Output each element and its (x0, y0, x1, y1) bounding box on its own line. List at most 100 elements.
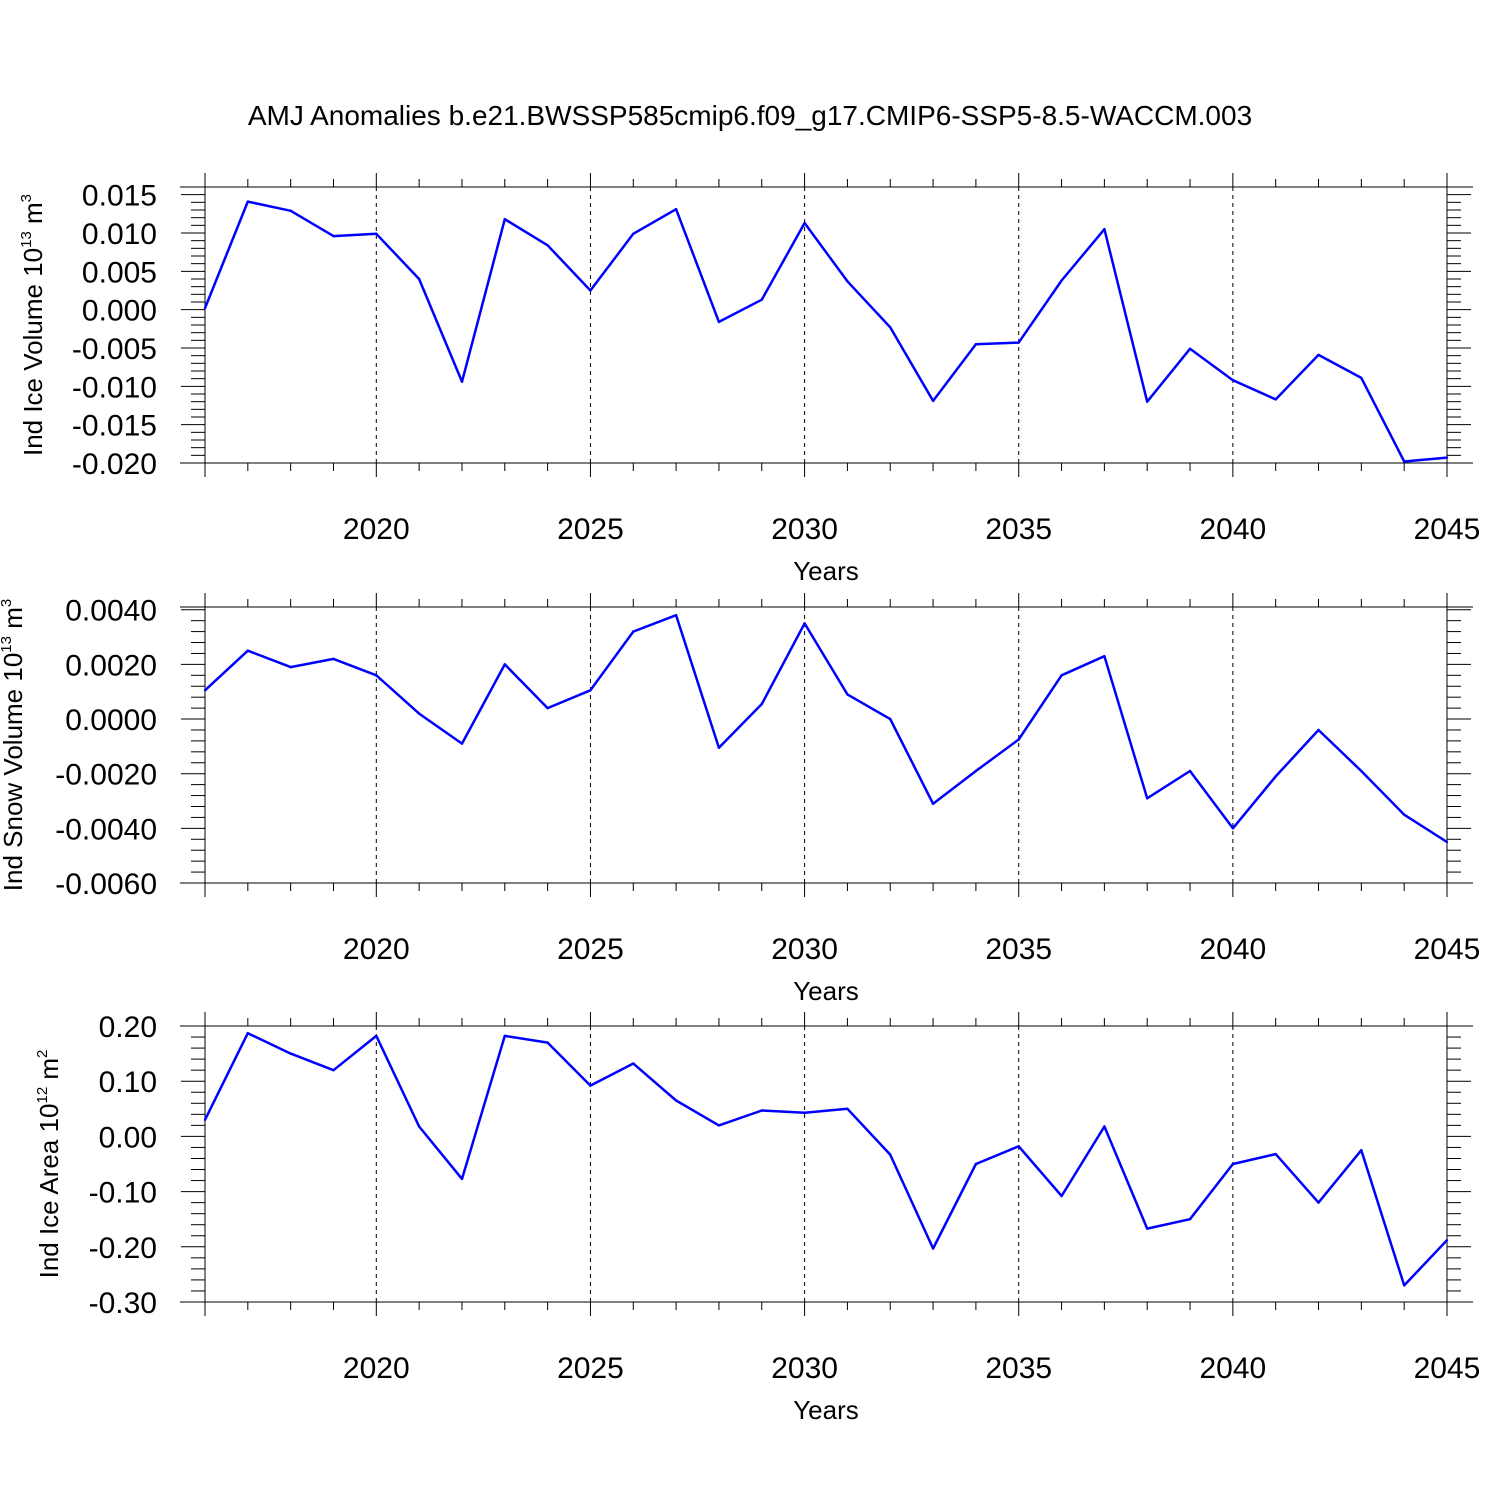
y-tick-label: 0.0000 (65, 704, 157, 737)
y-tick-label: -0.0060 (55, 868, 157, 901)
data-point (246, 649, 250, 652)
data-point (1231, 1162, 1235, 1166)
data-point (931, 399, 935, 403)
data-point (931, 1247, 935, 1250)
data-point (1103, 1125, 1106, 1128)
data-point (1274, 398, 1277, 401)
data-point (674, 613, 678, 617)
data-point (1445, 1238, 1449, 1242)
data-point (1402, 460, 1406, 463)
y-tick-label: -0.010 (72, 371, 157, 404)
data-point (589, 289, 592, 292)
y-tick-label: -0.20 (89, 1232, 157, 1265)
figure-title: AMJ Anomalies b.e21.BWSSP585cmip6.f09_g1… (248, 100, 1252, 131)
data-point (974, 769, 978, 773)
x-tick-label: 2035 (985, 513, 1052, 546)
x-tick-label: 2045 (1414, 933, 1481, 966)
data-point (289, 1052, 292, 1055)
data-point (1103, 227, 1106, 231)
x-tick-label: 2045 (1414, 1352, 1481, 1385)
data-point (589, 689, 592, 692)
data-point (1060, 279, 1063, 282)
data-point (246, 200, 250, 203)
data-point (1231, 827, 1235, 830)
y-tick-label: 0.015 (82, 180, 157, 213)
data-point (289, 209, 292, 212)
data-point (889, 326, 892, 329)
data-point (674, 1099, 678, 1102)
y-tick-label: 0.0040 (65, 595, 157, 628)
series-line (203, 200, 1448, 463)
data-point (375, 674, 378, 677)
data-point (1360, 376, 1363, 380)
data-point (1360, 769, 1363, 773)
data-point (632, 232, 635, 235)
x-tick-label: 2040 (1199, 513, 1266, 546)
x-tick-label: 2025 (557, 933, 624, 966)
data-point (760, 1109, 763, 1112)
y-tick-label: -0.020 (72, 448, 157, 481)
data-point (332, 234, 335, 238)
data-point (717, 1124, 721, 1127)
data-point (246, 1031, 250, 1035)
x-tick-label: 2020 (343, 933, 410, 966)
data-point (460, 1177, 464, 1181)
panel-1: -0.020 -0.015 -0.010 -0.005 0.000 0.005 0.010 0… (18, 173, 1480, 586)
data-point (503, 663, 506, 666)
series-line (204, 613, 1448, 844)
x-tick-label: 2045 (1414, 513, 1481, 546)
data-point (546, 244, 549, 247)
panel-2: -0.0060 -0.0040 -0.0020 0.0000 0.0020 0.0040 2… (0, 593, 1480, 1006)
x-tick-label: 2035 (985, 933, 1052, 966)
data-point (974, 1162, 978, 1166)
x-tick-label: 2025 (557, 513, 624, 546)
data-point (417, 1125, 421, 1128)
y-tick-label: -0.0040 (55, 813, 157, 846)
data-point (1402, 813, 1406, 816)
data-point (1402, 1284, 1406, 1287)
x-tick-label: 2030 (771, 513, 838, 546)
data-point (589, 1084, 592, 1087)
data-point (632, 630, 635, 633)
y-tick-label: -0.005 (72, 333, 157, 366)
data-point (1060, 674, 1063, 677)
y-tick-label: 0.00 (99, 1121, 157, 1154)
data-point (203, 689, 207, 692)
data-point (974, 342, 978, 346)
data-point (889, 717, 892, 721)
y-tick-label: 0.010 (82, 218, 157, 251)
data-point (846, 280, 849, 283)
data-point (846, 693, 849, 696)
data-point (1188, 347, 1192, 350)
data-point (503, 1034, 506, 1038)
x-axis-label: Years (793, 976, 859, 1006)
x-tick-label: 2025 (557, 1352, 624, 1385)
x-tick-label: 2020 (343, 1352, 410, 1385)
data-point (1017, 738, 1020, 741)
data-point (889, 1153, 892, 1156)
data-point (674, 208, 678, 211)
data-point (1188, 769, 1192, 773)
data-point (289, 665, 292, 669)
y-tick-label: 0.005 (82, 256, 157, 289)
data-point (717, 320, 721, 324)
data-point (1146, 1227, 1149, 1230)
x-tick-label: 2040 (1199, 1352, 1266, 1385)
y-tick-label: -0.0020 (55, 759, 157, 792)
y-tick-label: 0.10 (99, 1066, 157, 1099)
y-tick-label: 0.0020 (65, 649, 157, 682)
data-point (931, 802, 935, 805)
data-point (846, 1107, 849, 1111)
data-point (1274, 775, 1277, 778)
data-point (717, 746, 721, 749)
data-point (1231, 379, 1235, 382)
data-point (1103, 654, 1106, 658)
data-point (803, 221, 806, 225)
y-axis-label: Ind Ice Volume 1013 m3 (18, 194, 48, 456)
data-point (546, 706, 549, 710)
data-point (1188, 1218, 1192, 1221)
data-point (632, 1062, 635, 1065)
data-point (332, 1068, 335, 1072)
panel-3: -0.30 -0.20 -0.10 0.00 0.10 0.20 2020 2025 2030 2… (34, 1011, 1480, 1425)
